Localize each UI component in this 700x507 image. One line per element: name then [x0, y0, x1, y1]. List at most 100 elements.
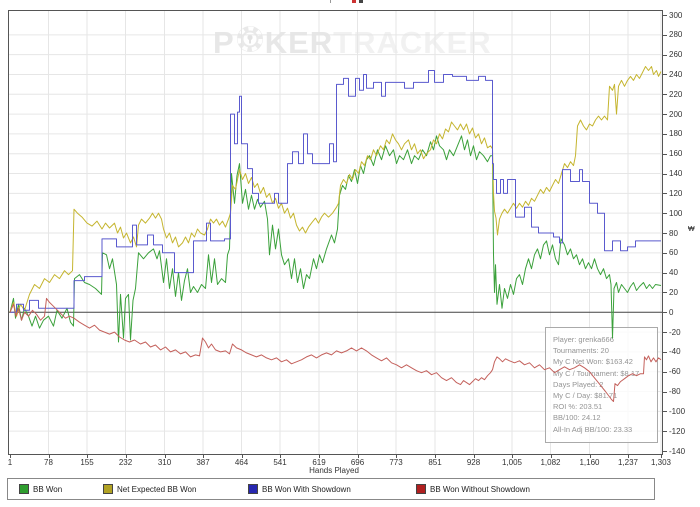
- x-tick-label: 1,005: [501, 458, 523, 467]
- y-tick-mark: [662, 252, 667, 254]
- y-tick-label: 200: [669, 109, 683, 119]
- y-tick-label: 120: [669, 188, 683, 198]
- x-tick-mark: [357, 455, 359, 458]
- x-tick-label: 541: [273, 458, 287, 467]
- legend-label: BB Won Without Showdown: [430, 484, 530, 494]
- x-tick-mark: [628, 455, 629, 458]
- y-tick-label: 20: [669, 287, 678, 297]
- x-tick-mark: [48, 455, 50, 458]
- y-tick-mark: [662, 133, 667, 135]
- legend-swatch: [416, 484, 426, 494]
- x-tick-label: 1,160: [579, 458, 600, 467]
- y-tick-label: 280: [669, 30, 683, 40]
- y-tick-label: -120: [669, 426, 686, 436]
- y-tick-label: -140: [669, 446, 686, 456]
- legend-swatch: [19, 484, 29, 494]
- y-tick-mark: [662, 332, 667, 334]
- x-tick-mark: [473, 455, 475, 458]
- x-tick-mark: [319, 455, 320, 458]
- y-tick-label: -100: [669, 406, 686, 416]
- x-tick-label: 773: [389, 458, 403, 467]
- y-tick-label: 260: [669, 50, 683, 60]
- watermark-poker-ker: KER: [264, 25, 334, 60]
- y-tick-mark: [662, 451, 667, 452]
- graph-plot-area[interactable]: P KER TRACKER Player: grenka666 Tournament…: [8, 10, 663, 455]
- stats-tooltip: Player: grenka666 Tournaments: 20 My C Net…: [545, 327, 658, 443]
- y-tick-label: 160: [669, 149, 683, 159]
- legend-item-bb-won[interactable]: BB Won: [19, 484, 62, 494]
- legend-item-bb-won-with-showdown[interactable]: BB Won With Showdown: [248, 484, 351, 494]
- x-tick-mark: [435, 455, 436, 458]
- legend-swatch: [248, 484, 258, 494]
- legend-item-net-expected-bb-won[interactable]: Net Expected BB Won: [103, 484, 196, 494]
- x-tick-mark: [87, 455, 88, 458]
- x-tick-label: 387: [196, 458, 210, 467]
- x-tick-mark: [280, 455, 281, 458]
- x-tick-label: 310: [157, 458, 172, 467]
- legend-swatch: [103, 484, 113, 494]
- y-axis-unit-glyph: ₩: [688, 226, 695, 233]
- clipped-title-mark: [352, 0, 356, 3]
- legend-label: BB Won: [33, 484, 63, 494]
- x-tick-mark: [164, 455, 166, 458]
- x-tick-mark: [589, 455, 591, 458]
- tooltip-row: My C Net Won: $163.42: [553, 357, 633, 367]
- y-tick-label: 240: [669, 69, 683, 79]
- y-tick-mark: [662, 233, 667, 234]
- clipped-title-mark: [330, 0, 331, 3]
- y-tick-mark: [662, 74, 667, 76]
- y-tick-mark: [662, 351, 667, 353]
- x-tick-mark: [125, 455, 127, 458]
- x-tick-label: 696: [350, 458, 365, 467]
- x-tick-mark: [241, 455, 243, 458]
- tooltip-row: ROI %: 203.51: [553, 402, 603, 412]
- x-tick-label: 928: [466, 458, 481, 467]
- y-tick-label: 220: [669, 89, 683, 99]
- legend-item-bb-won-without-showdown[interactable]: BB Won Without Showdown: [416, 484, 530, 494]
- y-tick-mark: [662, 411, 667, 413]
- y-tick-mark: [662, 213, 667, 215]
- tooltip-row: BB/100: 24.12: [553, 413, 601, 423]
- y-tick-mark: [662, 34, 667, 36]
- tooltip-row: Player: grenka666: [553, 335, 614, 344]
- tooltip-row: My C / Tournament: $8.17: [553, 368, 640, 378]
- x-tick-label: 232: [118, 458, 133, 467]
- tooltip-row: Days Played: 2: [553, 379, 604, 389]
- clipped-title-mark: [359, 0, 363, 3]
- x-tick-mark: [661, 455, 662, 458]
- x-tick-label: 1: [7, 458, 13, 467]
- tooltip-row: All-In Adj BB/100: 23.33: [553, 424, 633, 434]
- x-tick-label: 619: [312, 458, 326, 467]
- y-tick-mark: [662, 193, 667, 195]
- x-tick-label: 1,303: [650, 458, 672, 467]
- x-tick-label: 78: [44, 458, 53, 467]
- y-tick-label: 300: [669, 10, 683, 20]
- series-line-bb-won: [9, 135, 662, 343]
- series-line-bb-won-with-showdown: [10, 70, 661, 313]
- y-tick-label: -40: [669, 347, 681, 357]
- y-tick-label: 180: [669, 129, 683, 139]
- x-tick-mark: [396, 455, 397, 458]
- x-tick-mark: [512, 455, 513, 458]
- poker-chip-icon: [236, 25, 264, 61]
- watermark-poker-p: P: [213, 25, 235, 60]
- series-line-net-expected-bb-won: [9, 66, 662, 317]
- x-tick-label: 464: [234, 458, 249, 467]
- tooltip-row: My C / Day: $81.71: [553, 391, 618, 401]
- y-tick-label: 100: [669, 208, 683, 218]
- y-tick-label: 140: [669, 169, 683, 179]
- y-tick-mark: [662, 94, 667, 96]
- y-tick-label: 0: [669, 307, 674, 317]
- y-tick-label: 40: [669, 268, 678, 278]
- y-tick-mark: [662, 292, 667, 294]
- y-tick-mark: [662, 54, 667, 56]
- y-tick-mark: [662, 371, 667, 373]
- x-tick-label: 1,082: [540, 458, 561, 467]
- y-tick-label: -20: [669, 327, 681, 337]
- legend: BB Won Net Expected BB Won BB Won With Sho…: [7, 478, 655, 500]
- y-tick-mark: [662, 114, 667, 116]
- y-tick-mark: [662, 312, 667, 314]
- watermark-tracker: TRACKER: [333, 25, 492, 60]
- y-tick-mark: [662, 153, 667, 155]
